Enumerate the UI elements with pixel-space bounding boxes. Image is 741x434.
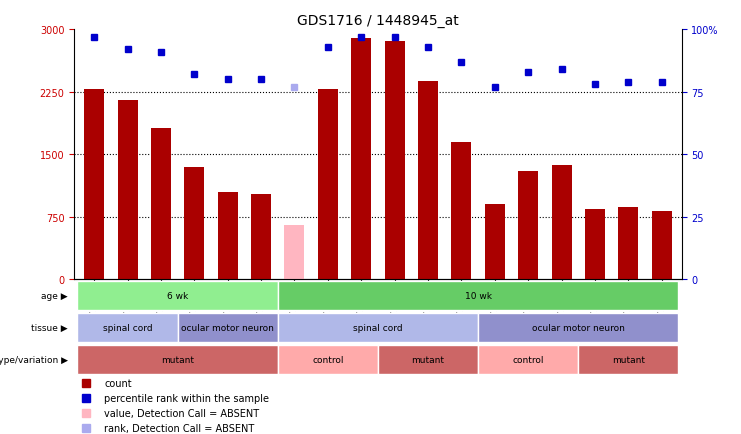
Bar — [351, 39, 371, 279]
Text: 6 wk: 6 wk — [167, 291, 188, 300]
Bar — [551, 166, 571, 279]
Bar — [585, 210, 605, 279]
Bar — [651, 211, 671, 279]
Bar — [418, 82, 438, 279]
Text: rank, Detection Call = ABSENT: rank, Detection Call = ABSENT — [104, 423, 255, 433]
Bar — [578, 345, 678, 374]
Bar — [518, 171, 538, 279]
Bar — [478, 313, 678, 342]
Bar — [78, 313, 178, 342]
Bar — [78, 281, 278, 310]
Title: GDS1716 / 1448945_at: GDS1716 / 1448945_at — [297, 14, 459, 28]
Bar — [478, 345, 578, 374]
Bar — [151, 128, 171, 279]
Bar — [78, 345, 278, 374]
Text: percentile rank within the sample: percentile rank within the sample — [104, 393, 270, 403]
Text: 10 wk: 10 wk — [465, 291, 491, 300]
Bar — [278, 345, 378, 374]
Bar — [251, 195, 271, 279]
Bar — [378, 345, 478, 374]
Text: ocular motor neuron: ocular motor neuron — [532, 323, 625, 332]
Bar — [278, 281, 678, 310]
Bar — [84, 90, 104, 279]
Bar — [485, 205, 505, 279]
Text: control: control — [312, 355, 344, 364]
Text: count: count — [104, 378, 132, 388]
Text: ocular motor neuron: ocular motor neuron — [182, 323, 274, 332]
Text: mutant: mutant — [161, 355, 194, 364]
Text: age ▶: age ▶ — [41, 291, 68, 300]
Bar — [218, 192, 238, 279]
Text: control: control — [512, 355, 544, 364]
Bar — [385, 42, 405, 279]
Text: mutant: mutant — [612, 355, 645, 364]
Text: tissue ▶: tissue ▶ — [31, 323, 68, 332]
Text: value, Detection Call = ABSENT: value, Detection Call = ABSENT — [104, 408, 259, 418]
Text: spinal cord: spinal cord — [353, 323, 402, 332]
Bar — [285, 226, 305, 279]
Bar — [185, 168, 205, 279]
Text: mutant: mutant — [411, 355, 445, 364]
Bar — [178, 313, 278, 342]
Bar — [618, 207, 638, 279]
Bar — [118, 101, 138, 279]
Bar — [318, 90, 338, 279]
Text: genotype/variation ▶: genotype/variation ▶ — [0, 355, 68, 364]
Bar — [451, 142, 471, 279]
Bar — [278, 313, 478, 342]
Text: spinal cord: spinal cord — [103, 323, 153, 332]
